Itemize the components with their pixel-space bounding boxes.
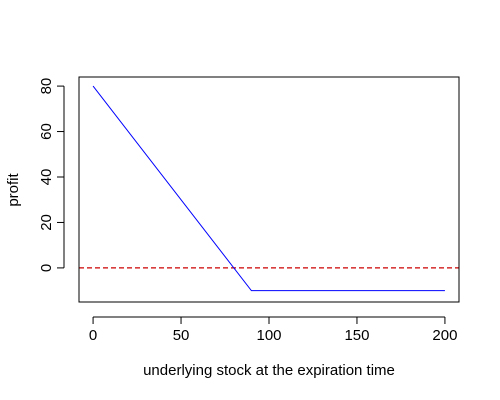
y-tick-label: 40 bbox=[38, 169, 55, 186]
x-tick-label: 50 bbox=[173, 327, 190, 344]
plot-area bbox=[79, 85, 459, 292]
x-tick-label: 200 bbox=[432, 327, 457, 344]
y-tick-label: 20 bbox=[38, 214, 55, 231]
x-tick-label: 100 bbox=[256, 327, 281, 344]
y-tick-label: 0 bbox=[38, 264, 55, 272]
axes: 0 50 100 150 200 0 20 40 60 80 bbox=[38, 76, 460, 344]
x-axis-title: underlying stock at the expiration time bbox=[143, 362, 395, 379]
series-line-0 bbox=[92, 85, 445, 292]
y-tick-label: 80 bbox=[38, 78, 55, 95]
x-tick-label: 150 bbox=[344, 327, 369, 344]
x-tick-label: 0 bbox=[89, 327, 97, 344]
plot-frame bbox=[78, 76, 460, 303]
y-tick-label: 60 bbox=[38, 123, 55, 140]
y-axis-title: profit bbox=[5, 173, 22, 207]
